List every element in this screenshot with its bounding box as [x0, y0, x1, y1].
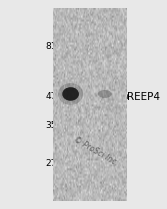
Text: A: A [71, 24, 80, 37]
Text: 35-: 35- [45, 121, 60, 130]
Text: B: B [97, 24, 106, 37]
Text: REEP4: REEP4 [127, 92, 160, 102]
Ellipse shape [98, 90, 112, 98]
Text: 27-: 27- [45, 159, 60, 168]
Ellipse shape [62, 87, 79, 101]
Text: 81-: 81- [45, 42, 60, 51]
Ellipse shape [58, 83, 83, 105]
Text: © ProSci Inc.: © ProSci Inc. [72, 135, 119, 168]
Bar [62, 32, 119, 180]
Text: 47-: 47- [45, 92, 60, 101]
